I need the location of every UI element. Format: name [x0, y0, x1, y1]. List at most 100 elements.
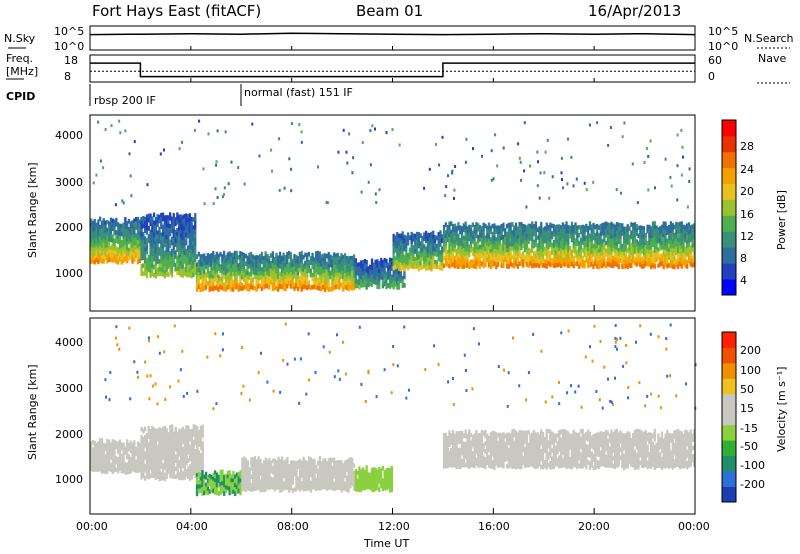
heatmap-cell [664, 262, 667, 267]
heatmap-cell [122, 222, 125, 228]
heatmap-cell [453, 223, 456, 229]
heatmap-cell [304, 268, 307, 274]
heatmap-cell [257, 267, 260, 273]
heatmap-cell [190, 253, 193, 259]
heatmap-cell [354, 473, 357, 479]
heatmap-cell [673, 232, 676, 238]
colorbar-swatch [722, 199, 736, 216]
heatmap-cell [266, 484, 269, 490]
heatmap-cell [251, 254, 255, 259]
heatmap-speckle [317, 165, 319, 169]
heatmap-cell [242, 285, 246, 290]
heatmap-cell [446, 249, 449, 255]
heatmap-cell [124, 225, 127, 230]
heatmap-cell [217, 274, 220, 280]
heatmap-cell [97, 458, 100, 464]
heatmap-cell [300, 267, 303, 272]
heatmap-cell [572, 228, 575, 234]
heatmap-cell [551, 235, 554, 240]
heatmap-cell [185, 252, 188, 258]
heatmap-cell [531, 260, 534, 265]
heatmap-cell [262, 260, 265, 265]
heatmap-cell [451, 251, 455, 256]
heatmap-cell [183, 429, 186, 434]
heatmap-cell [158, 451, 161, 457]
heatmap-cell [194, 217, 197, 222]
heatmap-cell [457, 222, 460, 227]
heatmap-cell [187, 425, 190, 431]
heatmap-cell [142, 469, 145, 475]
heatmap-cell [336, 280, 339, 285]
heatmap-cell [581, 248, 584, 253]
heatmap-cell [255, 486, 258, 491]
heatmap-cell [592, 252, 595, 257]
heatmap-cell [365, 276, 368, 282]
heatmap-cell [156, 474, 159, 479]
heatmap-cell [176, 460, 179, 466]
heatmap-cell [199, 254, 202, 259]
heatmap-cell [468, 252, 471, 258]
heatmap-cell [100, 251, 104, 256]
heatmap-cell [567, 225, 570, 230]
heatmap-cell [178, 262, 181, 268]
heatmap-cell [147, 259, 150, 264]
heatmap-cell [324, 272, 327, 277]
heatmap-cell [601, 243, 604, 248]
heatmap-cell [668, 240, 671, 245]
heatmap-cell [599, 239, 602, 245]
heatmap-cell [385, 468, 388, 474]
heatmap-cell [534, 225, 537, 231]
heatmap-cell [617, 231, 620, 236]
heatmap-cell [90, 259, 93, 264]
heatmap-cell [455, 248, 458, 254]
heatmap-cell [351, 267, 354, 272]
heatmap-cell [592, 264, 595, 270]
heatmap-cell [142, 223, 145, 229]
heatmap-cell [333, 285, 336, 291]
heatmap-cell [650, 237, 653, 243]
heatmap-cell [444, 452, 447, 457]
heatmap-cell [108, 253, 111, 259]
heatmap-cell [356, 478, 359, 484]
heatmap-cell [547, 261, 550, 266]
heatmap-cell [313, 473, 316, 479]
heatmap-cell [369, 264, 372, 270]
heatmap-cell [210, 488, 213, 493]
heatmap-cell [158, 468, 161, 473]
heatmap-cell [444, 436, 447, 442]
heatmap-cell [298, 466, 302, 472]
heatmap-cell [298, 284, 301, 289]
heatmap-cell [444, 456, 447, 461]
heatmap-cell [174, 434, 177, 440]
heatmap-cell [489, 256, 492, 262]
heatmap-cell [248, 275, 251, 281]
heatmap-cell [287, 273, 291, 279]
heatmap-cell [592, 243, 595, 249]
heatmap-cell [487, 459, 491, 464]
heatmap-cell [588, 241, 592, 247]
heatmap-cell [522, 231, 525, 237]
heatmap-cell [601, 226, 604, 232]
heatmap-cell [160, 436, 163, 441]
cpid-segment-1: rbsp 200 IF [94, 94, 156, 107]
heatmap-cell [113, 219, 116, 224]
heatmap-cell [450, 221, 453, 226]
heatmap-cell [131, 251, 134, 256]
heatmap-cell [145, 246, 149, 251]
heatmap-cell [280, 263, 283, 269]
heatmap-cell [289, 276, 292, 281]
heatmap-cell [255, 271, 258, 276]
heatmap-cell [210, 269, 213, 275]
heatmap-cell [347, 458, 350, 464]
heatmap-cell [188, 268, 191, 274]
heatmap-cell [587, 259, 590, 265]
heatmap-cell [120, 469, 123, 474]
heatmap-cell [91, 459, 95, 464]
heatmap-cell [169, 457, 172, 462]
heatmap-cell [169, 266, 172, 272]
heatmap-cell [122, 242, 125, 247]
heatmap-cell [372, 467, 375, 472]
heatmap-cell [358, 270, 361, 275]
heatmap-cell [224, 474, 228, 479]
heatmap-cell [277, 259, 280, 264]
